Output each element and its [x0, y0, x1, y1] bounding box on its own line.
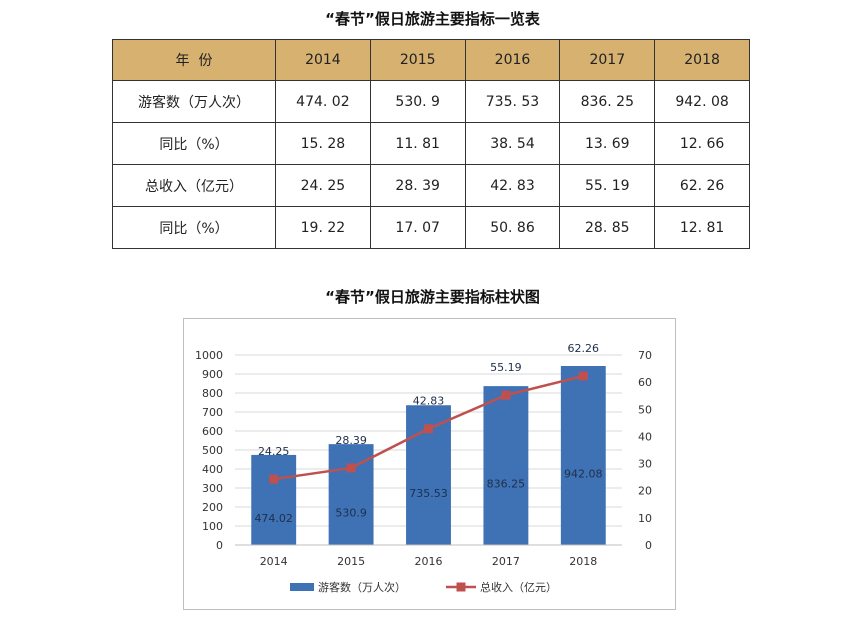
bar-data-label: 836.25: [487, 478, 526, 491]
table-cell: 19. 22: [275, 206, 371, 249]
y-left-tick-label: 700: [202, 406, 223, 419]
y-left-tick-label: 600: [202, 425, 223, 438]
table-cell: 17. 07: [369, 206, 466, 249]
y-right-tick-label: 30: [638, 458, 652, 471]
table-row: 同比（%） 19. 22 17. 07 50. 86 28. 85 12. 81: [112, 206, 750, 249]
legend-label: 游客数（万人次）: [318, 580, 406, 594]
x-tick-label: 2017: [492, 555, 520, 568]
legend-label: 总收入（亿元）: [480, 580, 557, 594]
table-cell: 13. 69: [559, 122, 656, 165]
y-left-tick-label: 500: [202, 444, 223, 457]
combo-chart: 0 100 200 300 400 500 600 700 800 900 1000 0 10 20 30 4…: [195, 342, 652, 594]
y-left-tick-label: 900: [202, 368, 223, 381]
line-data-label: 28.39: [335, 434, 367, 447]
y-left-tick-label: 400: [202, 463, 223, 476]
x-tick-label: 2015: [337, 555, 365, 568]
table-cell: 38. 54: [464, 122, 561, 165]
table-cell: 28. 85: [559, 206, 656, 249]
x-tick-label: 2018: [569, 555, 597, 568]
line-data-label: 55.19: [490, 361, 522, 374]
row-label: 游客数（万人次）: [112, 80, 276, 123]
line-point: [346, 463, 356, 473]
bar-data-label: 530.9: [335, 507, 367, 520]
header-2016: 2016: [464, 39, 561, 81]
table-row: 游客数（万人次） 474. 02 530. 9 735. 53 836. 25 …: [112, 80, 750, 123]
line-point: [501, 390, 511, 400]
y-right-tick-label: 70: [638, 349, 652, 362]
table-cell: 474. 02: [275, 80, 371, 123]
table-cell: 836. 25: [559, 80, 656, 123]
y-right-tick-label: 50: [638, 403, 652, 416]
bar: [560, 366, 606, 545]
line-point: [424, 424, 433, 434]
table-cell: 12. 81: [654, 206, 750, 249]
legend-swatch-marker: [456, 582, 466, 592]
line-data-label: 42.83: [413, 395, 445, 408]
table-cell: 24. 25: [275, 164, 371, 207]
row-label: 同比（%）: [112, 206, 276, 249]
row-label: 同比（%）: [112, 122, 276, 165]
bar-data-label: 942.08: [564, 468, 603, 481]
bar: [483, 386, 529, 545]
table-row: 同比（%） 15. 28 11. 81 38. 54 13. 69 12. 66: [112, 122, 750, 165]
y-right-tick-label: 10: [638, 512, 652, 525]
y-left-tick-label: 800: [202, 387, 223, 400]
bar: [251, 454, 297, 545]
table-cell: 28. 39: [369, 164, 466, 207]
line-point: [578, 371, 588, 381]
y-left-tick-label: 100: [202, 520, 223, 533]
table-title: “春节”假日旅游主要指标一览表: [325, 10, 540, 28]
header-year: 年 份: [112, 39, 276, 81]
line-data-label: 62.26: [568, 342, 600, 355]
header-2017: 2017: [559, 39, 656, 81]
legend-swatch-bar: [290, 583, 314, 591]
y-left-tick-label: 200: [202, 501, 223, 514]
y-right-tick-label: 20: [638, 485, 652, 498]
table-cell: 62. 26: [654, 164, 750, 207]
x-tick-label: 2014: [260, 555, 288, 568]
table-cell: 11. 81: [369, 122, 466, 165]
table-cell: 55. 19: [559, 164, 656, 207]
header-2014: 2014: [275, 39, 371, 81]
table-cell: 942. 08: [654, 80, 750, 123]
y-right-tick-label: 0: [645, 539, 652, 552]
indicator-table: 年 份 2014 2015 2016 2017 2018 游客数（万人次） 47…: [112, 39, 750, 249]
chart-title: “春节”假日旅游主要指标柱状图: [325, 288, 540, 306]
table-row: 总收入（亿元） 24. 25 28. 39 42. 83 55. 19 62. …: [112, 164, 750, 207]
table-cell: 530. 9: [369, 80, 466, 123]
y-left-tick-label: 0: [216, 539, 223, 552]
header-2018: 2018: [654, 39, 750, 81]
table-cell: 42. 83: [464, 164, 561, 207]
bar-data-label: 474.02: [254, 512, 293, 525]
table-cell: 15. 28: [275, 122, 371, 165]
y-right-tick-label: 60: [638, 376, 652, 389]
y-left-tick-label: 1000: [195, 349, 223, 362]
table-cell: 735. 53: [464, 80, 561, 123]
line-data-label: 24.25: [258, 445, 290, 458]
table-cell: 12. 66: [654, 122, 750, 165]
bar-data-label: 735.53: [409, 487, 448, 500]
y-left-tick-label: 300: [202, 482, 223, 495]
header-2015: 2015: [369, 39, 466, 81]
table-cell: 50. 86: [464, 206, 561, 249]
y-right-tick-label: 40: [638, 430, 652, 443]
line-point: [269, 474, 279, 484]
table-header-row: 年 份 2014 2015 2016 2017 2018: [112, 39, 750, 81]
row-label: 总收入（亿元）: [112, 164, 276, 207]
x-tick-label: 2016: [415, 555, 443, 568]
